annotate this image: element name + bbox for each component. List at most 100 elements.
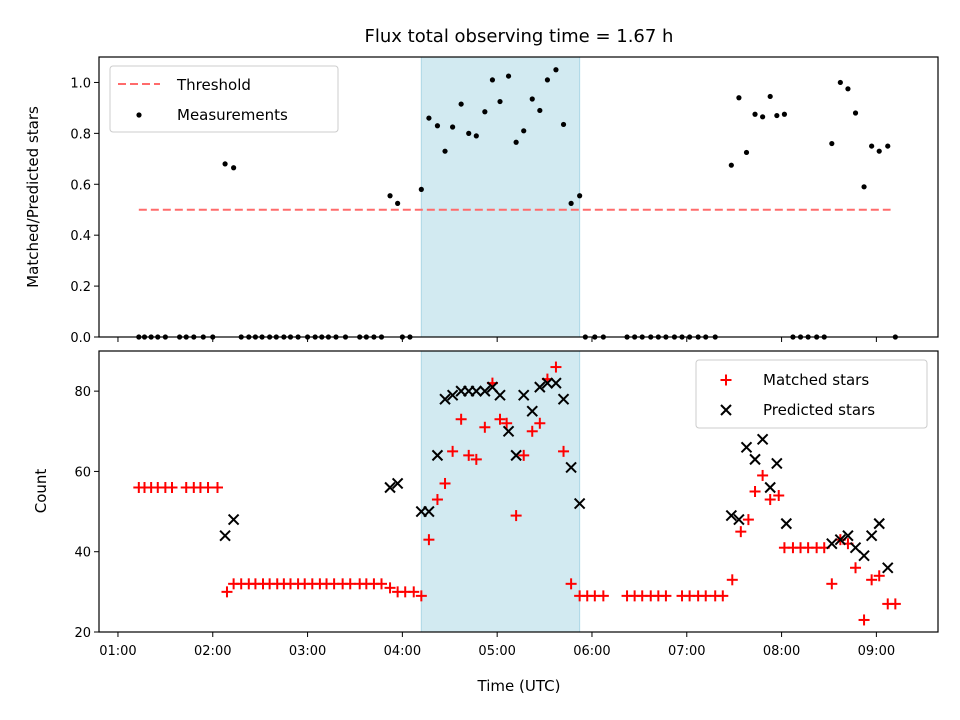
matched-point <box>501 417 513 429</box>
matched-point <box>376 578 388 590</box>
y-tick-label: 0.4 <box>70 229 91 244</box>
y-tick-label: 20 <box>74 626 91 641</box>
top-y-axis-label: Matched/Predicted stars <box>24 106 42 288</box>
matched-point <box>439 477 451 489</box>
measurement-point <box>489 77 496 83</box>
matched-point <box>565 578 577 590</box>
predicted-point <box>756 433 769 446</box>
matched-point <box>826 578 838 590</box>
x-tick-label: 02:00 <box>194 644 231 659</box>
matched-point <box>858 614 870 626</box>
measurement-point <box>743 149 750 156</box>
matched-point <box>735 526 747 538</box>
predicted-point <box>550 377 562 389</box>
matched-point <box>494 413 506 425</box>
matched-point <box>212 481 224 493</box>
measurement-point <box>222 161 228 167</box>
predicted-point <box>219 529 231 542</box>
matched-point <box>717 590 729 602</box>
measurement-point <box>387 193 393 199</box>
predicted-point <box>446 389 459 401</box>
measurement-point <box>505 73 512 79</box>
bottom-y-axis-label: Count <box>32 469 50 514</box>
matched-point <box>550 361 562 373</box>
measurement-point <box>781 111 788 117</box>
matched-point <box>773 490 785 502</box>
predicted-point <box>470 385 483 397</box>
x-tick-label: 09:00 <box>858 644 895 659</box>
measurement-point <box>529 96 535 102</box>
measurement-point <box>568 200 574 206</box>
bottom-panel: 20 40 60 80 01:00 02:00 03:00 04:00 05:00 06:00 0… <box>32 350 939 695</box>
measurement-point <box>513 139 519 145</box>
measurement-point <box>442 148 448 154</box>
matched-point <box>518 449 530 461</box>
matched-point <box>423 534 435 546</box>
predicted-point <box>749 453 761 466</box>
measurement-point <box>852 110 859 116</box>
y-tick-label: 40 <box>74 546 91 561</box>
predicted-point <box>565 461 577 474</box>
predicted-point <box>725 509 738 522</box>
predicted-point <box>384 481 396 494</box>
measurement-point <box>395 200 401 206</box>
predicted-point <box>764 481 776 494</box>
predicted-point <box>502 425 515 437</box>
predicted-point <box>865 529 878 542</box>
matched-point <box>221 586 233 598</box>
predicted-point <box>510 449 522 462</box>
bottom-legend-box <box>695 359 928 429</box>
matched-point <box>726 574 738 586</box>
measurement-point <box>767 93 773 100</box>
matched-point <box>202 481 214 493</box>
predicted-point <box>557 393 570 405</box>
measurement-point <box>426 115 432 121</box>
matched-point <box>415 590 427 602</box>
measurement-point <box>544 77 551 83</box>
measurement-point <box>829 140 835 147</box>
y-tick-label: 0.2 <box>70 280 91 295</box>
y-tick-label: 60 <box>74 465 91 480</box>
predicted-point <box>834 533 847 546</box>
matched-point <box>447 445 459 457</box>
y-tick-label: 80 <box>74 385 91 400</box>
measurement-point <box>521 128 527 134</box>
predicted-point <box>423 505 435 518</box>
matched-point <box>344 578 356 590</box>
x-tick-label: 08:00 <box>763 644 800 659</box>
measurement-point <box>752 111 758 117</box>
matched-point <box>866 574 878 586</box>
y-tick-label: 0.0 <box>70 331 91 346</box>
measurement-point <box>418 186 424 192</box>
figure-title: Flux total observing time = 1.67 h <box>365 26 674 47</box>
matched-point <box>597 590 609 602</box>
measurement-point <box>458 101 464 107</box>
matched-point <box>873 570 885 582</box>
measurement-point <box>473 133 479 139</box>
measurement-point <box>774 112 780 119</box>
bottom-axes-frame <box>98 350 939 633</box>
matched-point <box>166 481 178 493</box>
predicted-point <box>733 513 745 526</box>
measurement-point <box>845 86 851 92</box>
measurement-point <box>537 107 543 114</box>
measurement-point <box>482 109 488 115</box>
measurement-point <box>466 130 472 136</box>
measurement-point <box>876 148 882 154</box>
predicted-point <box>826 537 838 550</box>
measurement-point <box>736 95 742 101</box>
x-tick-label: 06:00 <box>573 644 610 659</box>
matched-point <box>889 598 901 610</box>
matched-point <box>850 562 862 574</box>
matched-point <box>384 582 396 594</box>
predicted-point <box>882 562 894 574</box>
measurement-point <box>869 143 875 149</box>
matched-point <box>534 417 546 429</box>
matched-point <box>470 453 482 465</box>
matched-point <box>558 445 570 457</box>
predicted-point <box>858 550 870 562</box>
matched-point <box>510 510 522 522</box>
bottom-shaded-span <box>420 350 581 633</box>
measurement-point <box>760 114 766 120</box>
